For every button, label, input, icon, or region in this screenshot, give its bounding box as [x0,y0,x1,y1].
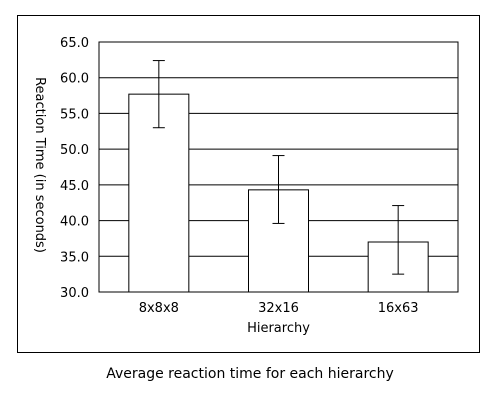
y-axis-label: Reaction Time (in seconds) [32,77,47,253]
y-tick-label: 55.0 [60,107,89,122]
y-tick-label: 30.0 [60,286,89,301]
x-axis-label: Hierarchy [247,321,310,336]
y-tick-label: 50.0 [60,143,89,158]
y-tick-label: 60.0 [60,72,89,87]
y-tick-label: 35.0 [60,250,89,265]
y-tick-label: 40.0 [60,215,89,230]
x-tick-label: 16x63 [378,301,419,316]
x-tick-label: 8x8x8 [139,301,179,316]
chart-border [17,15,480,353]
y-tick-label: 65.0 [60,36,89,51]
figure-caption: Average reaction time for each hierarchy [106,366,394,382]
x-tick-label: 32x16 [258,301,299,316]
y-tick-label: 45.0 [60,179,89,194]
